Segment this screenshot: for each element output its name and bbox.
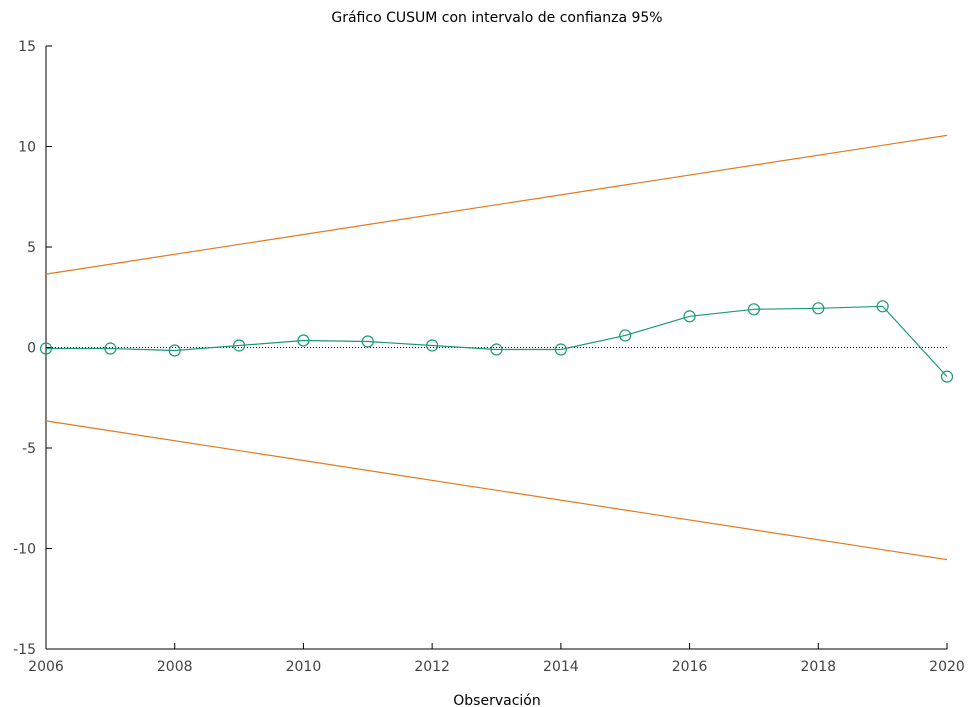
y-tick-label: 15 bbox=[18, 39, 36, 55]
y-tick-label: 10 bbox=[18, 140, 36, 156]
lower-confidence-bound-line bbox=[45, 420, 948, 561]
cusum-point bbox=[940, 370, 954, 383]
cusum-point bbox=[426, 339, 439, 352]
cusum-point bbox=[812, 302, 825, 315]
cusum-point bbox=[361, 335, 374, 348]
upper-confidence-bound-line bbox=[45, 134, 948, 275]
x-tick-label: 2012 bbox=[414, 659, 450, 675]
x-tick-label: 2006 bbox=[28, 659, 64, 675]
chart-title: Gráfico CUSUM con intervalo de confianza… bbox=[331, 10, 662, 26]
cusum-point bbox=[619, 329, 632, 342]
x-axis-label: Observación bbox=[453, 693, 540, 707]
cusum-point bbox=[104, 342, 117, 355]
x-tick-label: 2014 bbox=[543, 659, 579, 675]
cusum-point bbox=[232, 339, 246, 352]
cusum-line bbox=[46, 305, 948, 378]
cusum-point bbox=[168, 344, 181, 357]
x-tick-label: 2010 bbox=[286, 659, 322, 675]
x-tick-label: 2016 bbox=[672, 659, 708, 675]
y-tick-label: -5 bbox=[22, 441, 36, 457]
y-tick-label: 0 bbox=[27, 341, 36, 357]
y-tick-label: -10 bbox=[13, 542, 36, 558]
y-tick-label: 5 bbox=[27, 240, 36, 256]
cusum-point bbox=[297, 334, 310, 347]
cusum-point bbox=[39, 342, 53, 355]
cusum-point bbox=[747, 303, 761, 316]
cusum-point bbox=[876, 300, 889, 313]
x-tick-label: 2020 bbox=[929, 659, 965, 675]
cusum-point bbox=[490, 343, 503, 356]
cusum-point bbox=[554, 343, 567, 356]
y-tick-label: -15 bbox=[13, 642, 36, 658]
cusum-point bbox=[683, 310, 696, 323]
x-tick-label: 2018 bbox=[800, 659, 836, 675]
x-tick-label: 2008 bbox=[157, 659, 193, 675]
